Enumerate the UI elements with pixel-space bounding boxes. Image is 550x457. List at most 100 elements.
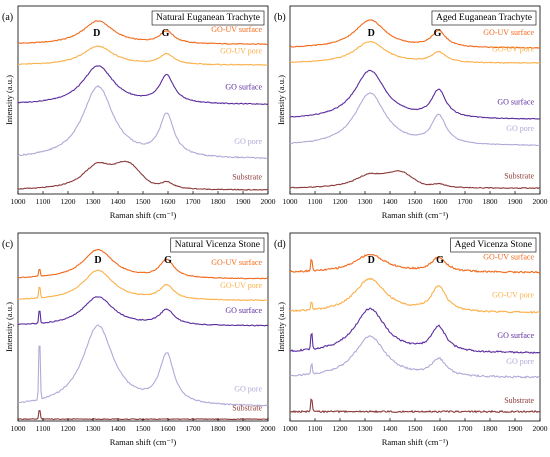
x-tick-label: 1300 (358, 197, 373, 206)
series-line-0 (289, 253, 541, 274)
series-line-3 (289, 92, 541, 147)
x-tick-label: 2000 (533, 424, 548, 433)
x-tick-label: 1200 (61, 197, 76, 206)
x-tick-label: 1700 (458, 424, 473, 433)
series-label: GO-UV pore (220, 46, 262, 55)
peak-label: D (94, 255, 101, 266)
peak-label: G (436, 255, 444, 266)
panel-title: Natural Euganean Trachyte (156, 13, 260, 23)
y-axis-title: Intensity (a.u.) (4, 302, 14, 352)
panel-title: Aged Euganean Trachyte (436, 13, 532, 23)
panel-label: (d) (274, 239, 286, 250)
x-tick-label: 1000 (11, 424, 26, 433)
series-label: GO-UV surface (483, 28, 534, 37)
x-tick-label: 1700 (458, 197, 473, 206)
x-tick-label: 1700 (186, 424, 201, 433)
x-tick-label: 1700 (186, 197, 201, 206)
peak-label: G (434, 28, 442, 39)
series-line-0 (289, 19, 541, 49)
x-tick-label: 1400 (111, 197, 126, 206)
x-tick-label: 2000 (533, 197, 548, 206)
x-tick-label: 1800 (483, 197, 498, 206)
series-line-4 (17, 160, 269, 191)
x-tick-label: 1600 (161, 197, 176, 206)
x-tick-label: 1100 (36, 197, 51, 206)
y-axis-title: Intensity (a.u.) (276, 75, 286, 125)
peak-label: D (368, 28, 375, 39)
x-tick-label: 1100 (308, 424, 323, 433)
x-tick-label: 1200 (333, 197, 348, 206)
x-axis-title: Raman shift (cm⁻¹) (110, 210, 177, 220)
series-label: GO-UV pore (492, 291, 534, 300)
peak-label: D (93, 28, 100, 39)
x-tick-label: 1900 (508, 424, 523, 433)
x-tick-label: 1800 (483, 424, 498, 433)
panel-b: GO-UV surface GO-UV pore GO surface GO pore… (274, 5, 548, 220)
x-axis-title: Raman shift (cm⁻¹) (110, 437, 177, 447)
series-line-0 (17, 248, 269, 280)
x-tick-label: 1500 (136, 424, 151, 433)
x-tick-label: 1000 (283, 197, 298, 206)
x-tick-label: 1400 (111, 424, 126, 433)
series-label: GO surface (225, 82, 262, 91)
x-tick-label: 1300 (86, 197, 101, 206)
series-label: GO pore (506, 124, 534, 133)
panel-d: GO-UV surface GO-UV pore GO surface GO pore… (274, 232, 548, 447)
x-tick-label: 1500 (408, 424, 423, 433)
series-line-0 (17, 20, 268, 46)
series-line-2 (17, 65, 269, 105)
panel-title-box (170, 237, 265, 253)
x-tick-label: 1100 (308, 197, 323, 206)
series-line-2 (289, 69, 541, 120)
x-tick-label: 1900 (508, 197, 523, 206)
series-label: GO-UV surface (211, 258, 262, 267)
y-axis-title: Intensity (a.u.) (4, 75, 14, 125)
x-tick-label: 1800 (211, 424, 226, 433)
x-tick-label: 1600 (433, 197, 448, 206)
x-tick-label: 1300 (358, 424, 373, 433)
panel-title: Aged Vicenza Stone (455, 240, 532, 250)
x-tick-label: 1800 (211, 197, 226, 206)
series-line-4 (289, 170, 541, 190)
peak-label: G (164, 255, 172, 266)
series-label: Substrate (504, 396, 534, 405)
panel-c: GO-UV surface GO-UV pore GO surface GO pore… (2, 232, 276, 447)
x-tick-label: 1900 (236, 424, 251, 433)
x-tick-label: 2000 (261, 197, 276, 206)
x-tick-label: 2000 (261, 424, 276, 433)
panel-label: (b) (274, 12, 286, 23)
series-label: Substrate (232, 173, 262, 182)
panel-title-box (431, 10, 537, 26)
series-line-1 (289, 277, 541, 314)
x-axis-title: Raman shift (cm⁻¹) (382, 437, 449, 447)
series-line-2 (17, 296, 269, 327)
panel-label: (a) (2, 12, 13, 23)
x-tick-label: 1200 (61, 424, 76, 433)
x-tick-label: 1400 (383, 197, 398, 206)
series-line-1 (17, 45, 269, 66)
x-tick-label: 1000 (283, 424, 298, 433)
series-label: GO-UV pore (492, 45, 534, 54)
series-label: GO surface (225, 306, 262, 315)
peak-label: D (368, 255, 375, 266)
x-tick-label: 1200 (333, 424, 348, 433)
series-label: GO surface (497, 97, 534, 106)
x-tick-label: 1900 (236, 197, 251, 206)
series-label: GO-UV pore (220, 281, 262, 290)
x-tick-label: 1500 (408, 197, 423, 206)
plot-frame (17, 5, 269, 195)
series-label: GO pore (234, 137, 262, 146)
series-label: Substrate (504, 172, 534, 181)
series-line-4 (289, 398, 541, 414)
panel-label: (c) (2, 239, 13, 250)
series-label: GO-UV surface (483, 253, 534, 262)
series-label: GO pore (506, 357, 534, 366)
series-line-1 (17, 269, 269, 302)
x-tick-label: 1600 (433, 424, 448, 433)
series-label: Substrate (232, 403, 262, 412)
x-tick-label: 1000 (11, 197, 26, 206)
panel-title: Natural Vicenza Stone (175, 240, 260, 250)
series-line-3 (17, 84, 269, 160)
x-tick-label: 1300 (86, 424, 101, 433)
